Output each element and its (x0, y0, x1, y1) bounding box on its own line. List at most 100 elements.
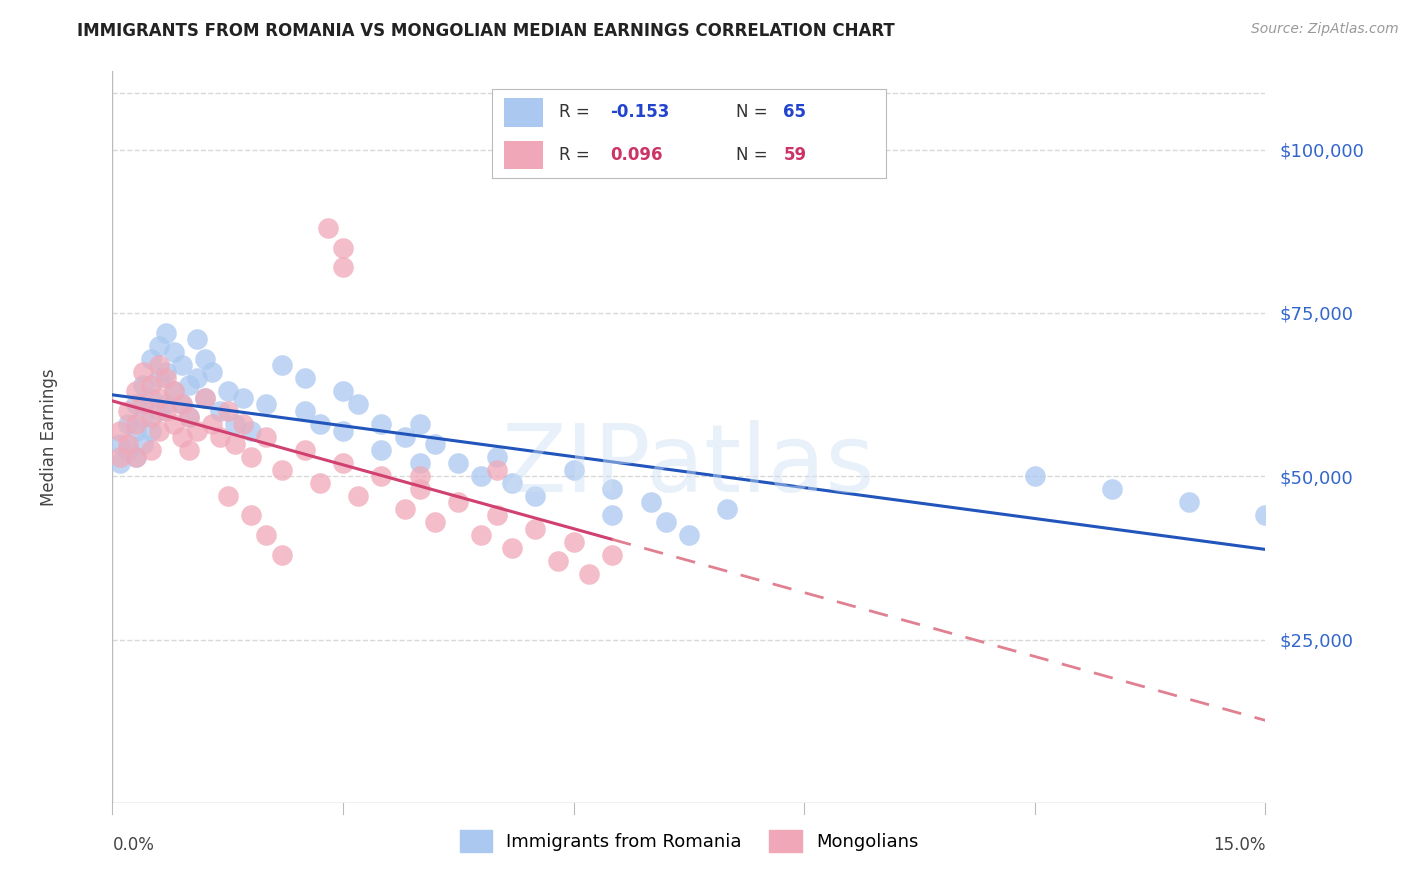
Point (485, 508, 508, 523)
Point (108, 424, 131, 438)
Point (409, 483, 432, 497)
Point (155, 326, 177, 340)
Point (170, 358, 193, 372)
Point (124, 384, 146, 399)
Point (1101, 483, 1123, 497)
Point (148, 424, 170, 438)
Point (148, 371, 170, 385)
Point (485, 450, 508, 464)
Point (678, 528, 700, 542)
Point (425, 436, 447, 450)
Point (163, 384, 186, 399)
Point (370, 443, 392, 458)
Point (139, 391, 162, 405)
Point (447, 456, 470, 470)
Bar (503, 98, 543, 127)
Point (332, 456, 354, 470)
Point (524, 489, 547, 503)
Point (186, 332, 208, 346)
Text: N =: N = (737, 103, 773, 121)
Text: 0.0%: 0.0% (112, 836, 155, 854)
Point (239, 508, 262, 523)
Point (425, 515, 447, 529)
Point (470, 469, 492, 483)
Point (347, 489, 370, 503)
Point (640, 495, 662, 509)
Point (409, 456, 432, 470)
Point (1254, 508, 1277, 523)
Point (209, 430, 232, 444)
Point (217, 384, 239, 399)
Point (332, 260, 354, 275)
Point (124, 397, 146, 411)
Point (224, 417, 246, 431)
Point (124, 417, 146, 431)
Point (562, 534, 585, 549)
Text: N =: N = (737, 146, 773, 164)
Point (254, 430, 277, 444)
Point (117, 404, 139, 418)
Point (254, 397, 277, 411)
Point (194, 351, 217, 366)
Point (239, 450, 262, 464)
Point (194, 391, 217, 405)
Point (370, 417, 392, 431)
Point (108, 450, 131, 464)
Point (155, 397, 177, 411)
Text: 59: 59 (783, 146, 807, 164)
Point (600, 548, 623, 562)
Point (316, 221, 339, 235)
Point (254, 528, 277, 542)
Point (332, 424, 354, 438)
Point (547, 554, 569, 568)
Point (132, 397, 155, 411)
Point (270, 358, 292, 372)
Point (209, 404, 232, 418)
Text: 0.096: 0.096 (610, 146, 662, 164)
Point (485, 463, 508, 477)
Text: 65: 65 (783, 103, 807, 121)
Point (201, 417, 224, 431)
Point (217, 404, 239, 418)
Point (332, 241, 354, 255)
Point (124, 450, 146, 464)
Point (655, 515, 678, 529)
Point (132, 377, 155, 392)
Point (148, 338, 170, 352)
Point (186, 371, 208, 385)
Point (270, 548, 292, 562)
Point (117, 417, 139, 431)
Point (179, 410, 201, 425)
Point (139, 377, 162, 392)
Point (117, 443, 139, 458)
Point (108, 436, 131, 450)
Point (294, 443, 316, 458)
Point (139, 351, 162, 366)
Point (501, 541, 523, 555)
Text: ZIPatlas: ZIPatlas (502, 420, 876, 512)
Text: -0.153: -0.153 (610, 103, 669, 121)
Text: 15.0%: 15.0% (1213, 836, 1265, 854)
Point (394, 502, 416, 516)
Point (600, 508, 623, 523)
Point (124, 450, 146, 464)
Point (139, 410, 162, 425)
Point (294, 371, 316, 385)
Point (170, 397, 193, 411)
Point (1024, 469, 1046, 483)
Bar (503, 141, 543, 169)
Point (148, 358, 170, 372)
Text: IMMIGRANTS FROM ROMANIA VS MONGOLIAN MEDIAN EARNINGS CORRELATION CHART: IMMIGRANTS FROM ROMANIA VS MONGOLIAN MED… (77, 22, 896, 40)
Point (347, 397, 370, 411)
Point (294, 404, 316, 418)
Point (170, 397, 193, 411)
Point (447, 495, 470, 509)
Point (224, 436, 246, 450)
Point (270, 463, 292, 477)
Point (163, 417, 186, 431)
Text: R =: R = (560, 146, 595, 164)
Point (148, 404, 170, 418)
Point (132, 436, 155, 450)
Point (139, 424, 162, 438)
Point (470, 528, 492, 542)
